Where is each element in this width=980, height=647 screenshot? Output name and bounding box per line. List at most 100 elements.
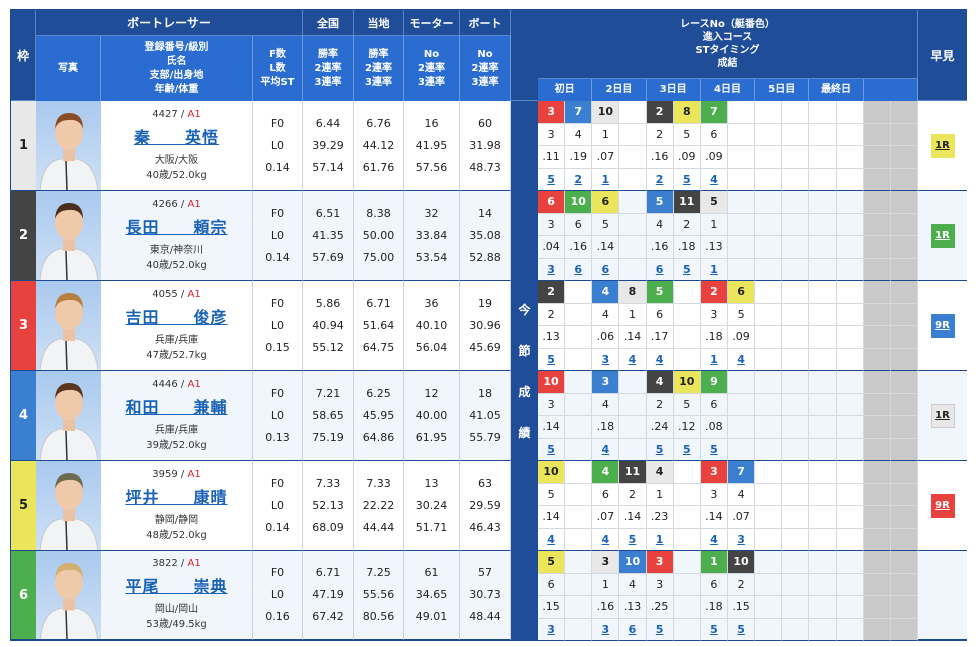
result-rank-cell[interactable]: 5: [700, 618, 728, 641]
result-rank-cell[interactable]: 5: [619, 528, 647, 551]
result-rank-cell[interactable]: 5: [538, 438, 566, 461]
boat-stats-value: 46.43: [469, 520, 501, 534]
st-timing-cell: [565, 506, 593, 529]
national-stats-value: 6.51: [315, 206, 341, 220]
result-rank-cell[interactable]: 3: [592, 348, 620, 371]
motor-stats-value: 33.84: [415, 228, 448, 242]
st-timing-cell: [863, 146, 891, 169]
st-timing-cell: [755, 326, 783, 349]
hayami-race-link[interactable]: 1R: [930, 223, 955, 248]
boat-stats-value: 41.05: [469, 408, 501, 422]
result-rank-cell[interactable]: 4: [646, 348, 674, 371]
course-cell: 1: [700, 213, 728, 236]
st-timing-cell: [755, 596, 783, 619]
result-rank-cell: [836, 168, 864, 191]
result-rank-cell[interactable]: 3: [538, 258, 566, 281]
header-profile-line: 支部/出身地: [149, 69, 204, 81]
race-no-cell: 10: [538, 461, 566, 484]
race-no-cell: 3: [592, 551, 620, 574]
hayami-race-link[interactable]: 9R: [930, 313, 955, 338]
course-cell: [565, 393, 593, 416]
racer-name-link[interactable]: 坪井 康晴: [125, 487, 228, 507]
result-rank-cell[interactable]: 1: [700, 348, 728, 371]
racer-name-link[interactable]: 秦 英悟: [133, 127, 219, 147]
result-rank-cell[interactable]: 6: [646, 258, 674, 281]
result-rank-cell[interactable]: 4: [728, 348, 756, 371]
fl-st-value: L0: [270, 138, 285, 152]
result-rank-cell[interactable]: 5: [538, 348, 566, 371]
racer-name-link[interactable]: 平尾 崇典: [125, 577, 228, 596]
course-cell: 6: [565, 213, 593, 236]
st-timing-cell: [863, 506, 891, 529]
racer-photo[interactable]: [36, 461, 101, 551]
national-stats-value: 57.69: [312, 250, 344, 264]
result-rank-cell[interactable]: 4: [592, 528, 620, 551]
racer-name-link[interactable]: 長田 頼宗: [125, 217, 228, 237]
result-rank-cell[interactable]: 4: [619, 348, 647, 371]
racer-photo[interactable]: [36, 101, 101, 191]
result-rank-cell[interactable]: 5: [728, 618, 756, 641]
course-cell: [836, 213, 864, 236]
hayami-race-link[interactable]: 1R: [930, 403, 955, 428]
branch-hometown: 静岡/静岡: [154, 514, 199, 526]
result-rank-cell[interactable]: 3: [538, 618, 566, 641]
hayami-race-link[interactable]: 9R: [930, 493, 955, 518]
racer-name-link[interactable]: 和田 兼輔: [125, 397, 228, 417]
fl-st-value: F0: [270, 116, 285, 130]
local-stats-value: 8.38: [366, 206, 391, 220]
course-cell: [890, 213, 918, 236]
result-rank-cell[interactable]: 5: [673, 168, 701, 191]
result-rank-cell[interactable]: 5: [646, 438, 674, 461]
separator-char: 績: [518, 426, 531, 440]
fl-st-value: L0: [270, 408, 285, 422]
result-rank-cell[interactable]: 1: [592, 168, 620, 191]
racer-photo[interactable]: [36, 551, 101, 640]
national-stats-value: 40.94: [312, 318, 344, 332]
course-cell: 4: [646, 213, 674, 236]
result-rank-cell[interactable]: 4: [700, 168, 728, 191]
result-rank-cell[interactable]: 6: [619, 618, 647, 641]
header-sub-line: 2連率: [365, 62, 392, 74]
motor-stats: 36 40.10 56.04: [404, 281, 460, 371]
course-cell: 5: [673, 393, 701, 416]
header-waku: 枠: [11, 10, 36, 101]
result-rank-cell[interactable]: 4: [538, 528, 566, 551]
race-no-cell: 11: [619, 461, 647, 484]
result-rank-cell[interactable]: 4: [592, 438, 620, 461]
result-rank-cell[interactable]: 5: [673, 438, 701, 461]
st-timing-cell: .18: [700, 326, 728, 349]
local-stats-value: 6.71: [366, 296, 391, 310]
header-sub-line: 2連率: [314, 62, 342, 74]
day-header-row: 初日 2日目 3日目 4日目 5日目 最終日: [538, 79, 918, 101]
result-rank-cell[interactable]: 4: [700, 528, 728, 551]
course-cell: [673, 483, 701, 506]
result-rank-cell[interactable]: 6: [565, 258, 593, 281]
result-rank-cell[interactable]: 1: [700, 258, 728, 281]
st-timing-cell: [890, 416, 918, 439]
result-rank-cell[interactable]: 2: [646, 168, 674, 191]
race-no-cell: 5: [646, 191, 674, 214]
result-rank-cell[interactable]: 5: [700, 438, 728, 461]
result-rank-cell[interactable]: 2: [565, 168, 593, 191]
hayami-race-link[interactable]: 1R: [930, 133, 955, 158]
result-rank-cell[interactable]: 5: [538, 168, 566, 191]
racer-photo[interactable]: [36, 371, 101, 461]
racer-photo[interactable]: [36, 191, 101, 281]
racer-photo[interactable]: [36, 281, 101, 371]
racer-class: A1: [187, 108, 201, 120]
racer-name-link[interactable]: 吉田 俊彦: [125, 307, 228, 327]
result-rank-cell[interactable]: 5: [673, 258, 701, 281]
course-cell: [673, 303, 701, 326]
st-timing-cell: [755, 236, 783, 259]
result-rank-cell[interactable]: 1: [646, 528, 674, 551]
st-timing-cell: [782, 236, 810, 259]
result-rank-cell[interactable]: 3: [728, 528, 756, 551]
result-rank-cell[interactable]: 6: [592, 258, 620, 281]
course-cell: 3: [700, 483, 728, 506]
local-stats: 8.38 50.00 75.00: [354, 191, 404, 281]
fl-st-value: 0.16: [265, 610, 290, 623]
result-rank-cell[interactable]: 3: [592, 618, 620, 641]
result-rank-cell[interactable]: 5: [646, 618, 674, 641]
course-cell: 1: [619, 303, 647, 326]
race-no-cell: [890, 371, 918, 394]
